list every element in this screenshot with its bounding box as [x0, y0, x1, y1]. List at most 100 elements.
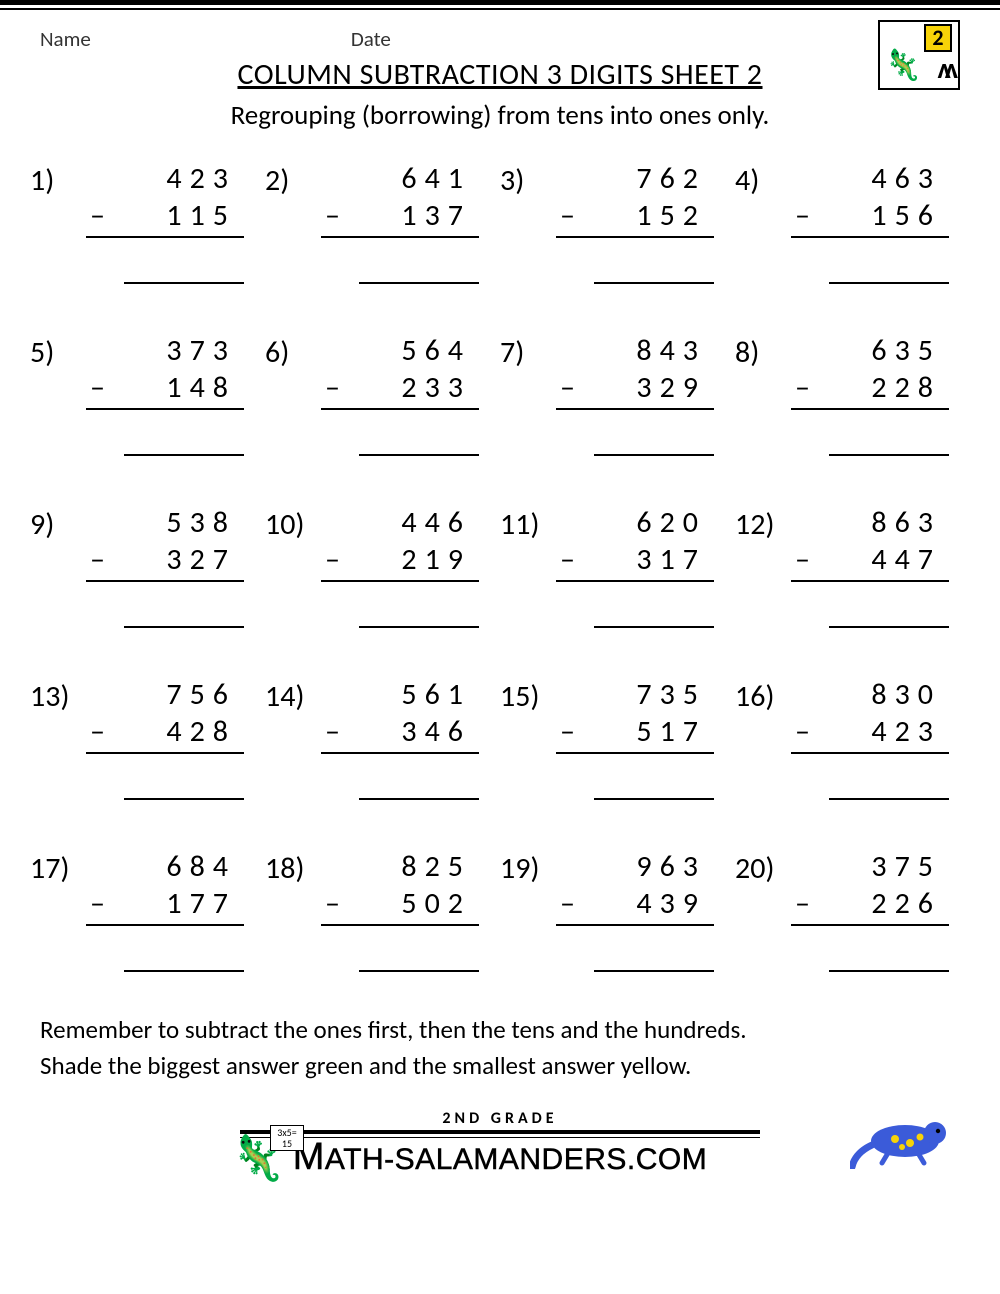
minus-sign: – [321, 197, 340, 234]
problem: 2)641–137 [265, 160, 500, 284]
problem-number: 5) [30, 332, 86, 371]
instruction-line-2: Shade the biggest answer green and the s… [40, 1048, 960, 1084]
problem-body: 843–329 [556, 332, 714, 456]
problem-number: 16) [735, 676, 791, 715]
problem: 8)635–228 [735, 332, 970, 456]
problem-number: 15) [500, 676, 556, 715]
problem-body: 423–115 [86, 160, 244, 284]
problem-body: 561–346 [321, 676, 479, 800]
problem: 3)762–152 [500, 160, 735, 284]
minuend: 863 [791, 504, 949, 541]
minus-sign: – [321, 713, 340, 750]
problem-body: 463–156 [791, 160, 949, 284]
minus-sign: – [556, 541, 575, 578]
subtrahend-row: –226 [791, 885, 949, 926]
subtrahend: 152 [636, 197, 714, 234]
subtrahend: 177 [166, 885, 244, 922]
minus-sign: – [791, 541, 810, 578]
problem: 11)620–317 [500, 504, 735, 628]
subtrahend-row: –428 [86, 713, 244, 754]
subtrahend-row: –219 [321, 541, 479, 582]
problem-body: 635–228 [791, 332, 949, 456]
subtrahend: 156 [871, 197, 949, 234]
answer-line[interactable] [124, 416, 244, 456]
header-row: Name Date 🦎 2 ʌʌ [0, 16, 1000, 52]
problem-number: 1) [30, 160, 86, 199]
answer-line[interactable] [359, 760, 479, 800]
minus-sign: – [321, 369, 340, 406]
problem-body: 830–423 [791, 676, 949, 800]
answer-line[interactable] [594, 588, 714, 628]
problem-body: 641–137 [321, 160, 479, 284]
problem-body: 756–428 [86, 676, 244, 800]
problem: 16)830–423 [735, 676, 970, 800]
problem-number: 2) [265, 160, 321, 199]
problem-number: 17) [30, 848, 86, 887]
problem-number: 9) [30, 504, 86, 543]
minuend: 373 [86, 332, 244, 369]
minuend: 635 [791, 332, 949, 369]
answer-line[interactable] [594, 244, 714, 284]
minuend: 825 [321, 848, 479, 885]
answer-line[interactable] [124, 932, 244, 972]
problem-number: 4) [735, 160, 791, 199]
top-rule [0, 0, 1000, 10]
subtrahend: 327 [166, 541, 244, 578]
problem-number: 13) [30, 676, 86, 715]
answer-line[interactable] [829, 932, 949, 972]
problem: 12)863–447 [735, 504, 970, 628]
problem: 13)756–428 [30, 676, 265, 800]
subtrahend: 219 [401, 541, 479, 578]
answer-line[interactable] [124, 588, 244, 628]
problem: 18)825–502 [265, 848, 500, 972]
minuend: 762 [556, 160, 714, 197]
problem: 17)684–177 [30, 848, 265, 972]
minuend: 684 [86, 848, 244, 885]
answer-line[interactable] [359, 588, 479, 628]
minus-sign: – [86, 197, 105, 234]
problem-number: 19) [500, 848, 556, 887]
answer-line[interactable] [359, 244, 479, 284]
subtrahend-row: –329 [556, 369, 714, 410]
problem: 1)423–115 [30, 160, 265, 284]
title-block: COLUMN SUBTRACTION 3 DIGITS SHEET 2 Regr… [0, 56, 1000, 132]
problem-body: 620–317 [556, 504, 714, 628]
answer-line[interactable] [359, 416, 479, 456]
answer-line[interactable] [829, 416, 949, 456]
answer-line[interactable] [829, 760, 949, 800]
problem-body: 735–517 [556, 676, 714, 800]
answer-line[interactable] [124, 760, 244, 800]
answer-line[interactable] [829, 244, 949, 284]
minus-sign: – [556, 713, 575, 750]
subtrahend: 233 [401, 369, 479, 406]
answer-line[interactable] [594, 932, 714, 972]
subtrahend-row: –177 [86, 885, 244, 926]
problem-body: 373–148 [86, 332, 244, 456]
subtrahend: 517 [636, 713, 714, 750]
answer-line[interactable] [829, 588, 949, 628]
problem-number: 18) [265, 848, 321, 887]
subtrahend-row: –137 [321, 197, 479, 238]
problem-number: 12) [735, 504, 791, 543]
subtrahend-row: –317 [556, 541, 714, 582]
answer-line[interactable] [124, 244, 244, 284]
name-label: Name [40, 26, 91, 52]
answer-line[interactable] [359, 932, 479, 972]
problem-body: 825–502 [321, 848, 479, 972]
problem: 19)963–439 [500, 848, 735, 972]
instruction-line-1: Remember to subtract the ones first, the… [40, 1012, 960, 1048]
problem-number: 6) [265, 332, 321, 371]
worksheet-title: COLUMN SUBTRACTION 3 DIGITS SHEET 2 [0, 56, 1000, 93]
answer-line[interactable] [594, 416, 714, 456]
minuend: 756 [86, 676, 244, 713]
problem-body: 684–177 [86, 848, 244, 972]
subtrahend-row: –439 [556, 885, 714, 926]
minus-sign: – [556, 197, 575, 234]
subtrahend-row: –148 [86, 369, 244, 410]
problem: 4)463–156 [735, 160, 970, 284]
minuend: 375 [791, 848, 949, 885]
chevron-icon: ʌʌ [938, 51, 953, 86]
subtrahend-row: –346 [321, 713, 479, 754]
footer-flashcard: 3x5=15 [270, 1125, 304, 1151]
answer-line[interactable] [594, 760, 714, 800]
